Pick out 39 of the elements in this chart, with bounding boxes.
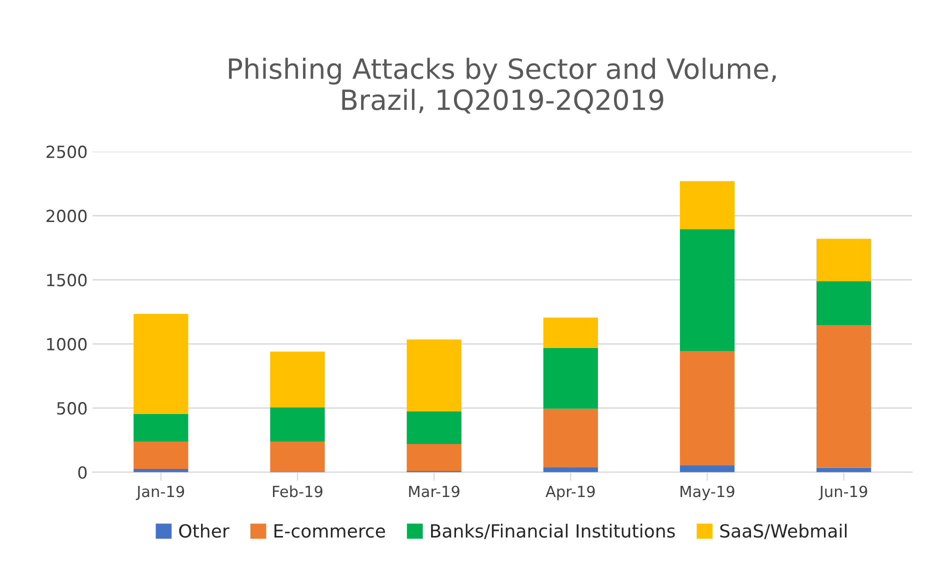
bar bbox=[134, 314, 188, 414]
bar bbox=[134, 441, 188, 470]
bar bbox=[543, 348, 598, 409]
legend-label: Banks/Financial Institutions bbox=[431, 524, 675, 540]
legend-label: Other bbox=[179, 524, 230, 538]
y-tick-label: 1500 bbox=[47, 274, 87, 286]
legend-label: E-commerce bbox=[274, 524, 386, 538]
bar bbox=[816, 325, 872, 468]
x-tick-label: Jun-19 bbox=[818, 486, 868, 500]
bar bbox=[134, 469, 188, 472]
bar bbox=[680, 465, 735, 472]
bar bbox=[680, 181, 735, 230]
y-tick-label: 1000 bbox=[47, 338, 87, 351]
x-tick-label: Apr-19 bbox=[546, 486, 595, 500]
x-tick-label: Mar-19 bbox=[409, 486, 460, 498]
bar bbox=[680, 229, 735, 352]
x-tick-label: Feb-19 bbox=[272, 485, 322, 498]
bar bbox=[406, 444, 462, 471]
x-tick-label: Jan-19 bbox=[136, 486, 184, 500]
bar bbox=[270, 441, 325, 472]
legend-label: SaaS/Webmail bbox=[720, 524, 847, 540]
y-tick-label: 2500 bbox=[46, 146, 87, 158]
bar bbox=[680, 351, 735, 466]
bar bbox=[816, 281, 872, 326]
bar bbox=[816, 468, 872, 472]
bar bbox=[270, 407, 325, 442]
bar bbox=[543, 467, 598, 472]
bar bbox=[543, 318, 598, 348]
bar bbox=[816, 238, 872, 282]
bar bbox=[406, 411, 462, 444]
bar bbox=[543, 408, 598, 468]
y-tick-label: 0 bbox=[78, 466, 87, 479]
bar bbox=[134, 414, 188, 442]
bar bbox=[270, 352, 325, 408]
chart-title: Phishing Attacks by Sector and Volume, Brazil, 1Q2019-2Q2019 bbox=[228, 58, 776, 114]
x-tick-label: May-19 bbox=[680, 486, 734, 500]
y-tick-label: 500 bbox=[57, 402, 87, 415]
bar bbox=[406, 339, 462, 412]
y-tick-label: 2000 bbox=[46, 210, 87, 222]
